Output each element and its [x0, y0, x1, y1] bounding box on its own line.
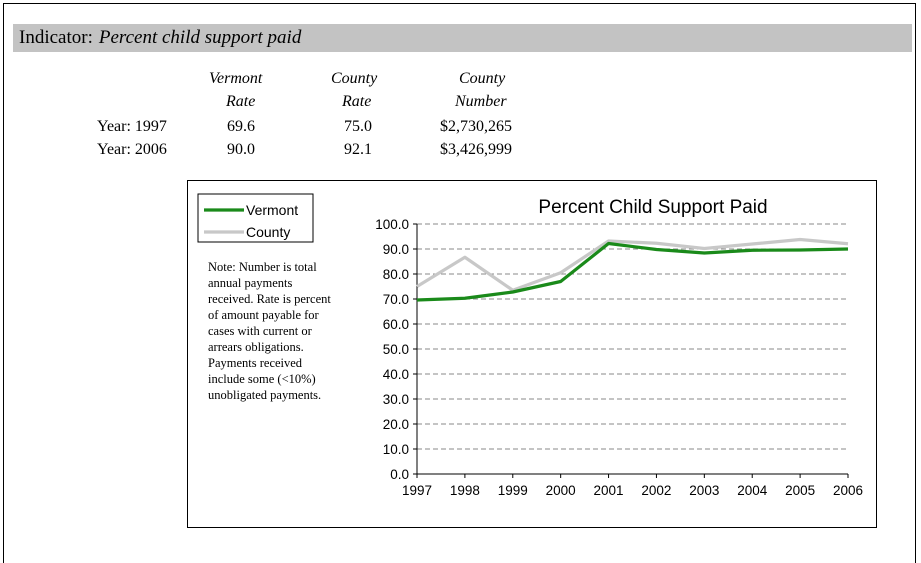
header-county-number-line2: Number	[455, 93, 507, 110]
y-tick-label: 40.0	[383, 367, 409, 382]
note-line: arrears obligations.	[208, 340, 304, 354]
header-county-rate-line1: County	[331, 70, 378, 87]
x-tick-label: 2001	[594, 483, 624, 498]
y-tick-label: 60.0	[383, 317, 409, 332]
note-line: received. Rate is percent	[208, 292, 331, 306]
y-tick-label: 0.0	[390, 467, 409, 482]
y-tick-label: 10.0	[383, 442, 409, 457]
row-1997-county-number: $2,730,265	[440, 118, 512, 135]
indicator-value: Percent child support paid	[98, 27, 302, 48]
chart-svg: Percent Child Support Paid 0.0 10.0 20.0 30.…	[197, 193, 863, 498]
x-tick-label: 2003	[689, 483, 719, 498]
note-line: annual payments	[208, 276, 293, 290]
chart-container: Percent Child Support Paid 0.0 10.0 20.0 30.…	[187, 180, 877, 528]
y-tick-label: 80.0	[383, 267, 409, 282]
row-2006-label: Year: 2006	[97, 141, 167, 158]
legend-label-vermont: Vermont	[246, 202, 298, 218]
legend-label-county: County	[246, 224, 290, 240]
y-tick-label: 20.0	[383, 417, 409, 432]
row-1997-label: Year: 1997	[97, 118, 167, 135]
y-tick-label: 50.0	[383, 342, 409, 357]
x-tick-label: 1997	[402, 483, 432, 498]
series-line-vermont	[416, 241, 849, 302]
note-line: include some (<10%)	[208, 372, 316, 386]
x-tick-label: 1999	[498, 483, 528, 498]
x-tick-label: 2006	[833, 483, 863, 498]
indicator-label: Indicator:	[19, 27, 93, 48]
page-border	[3, 3, 916, 563]
row-1997-vermont-rate: 69.6	[227, 118, 255, 135]
legend-box	[197, 193, 314, 243]
series-line-county	[416, 237, 849, 292]
note-line: Note: Number is total	[208, 260, 317, 274]
note-line: of amount payable for	[208, 308, 319, 322]
y-tick-label: 70.0	[383, 292, 409, 307]
y-tick-label: 30.0	[383, 392, 409, 407]
row-2006-county-number: $3,426,999	[440, 141, 512, 158]
header-county-number-line1: County	[459, 70, 506, 87]
x-tick-label: 1998	[450, 483, 480, 498]
note-line: Payments received	[208, 356, 303, 370]
header-vermont-rate-line1: Vermont	[209, 70, 263, 87]
row-2006-county-rate: 92.1	[344, 141, 372, 158]
row-2006-vermont-rate: 90.0	[227, 141, 255, 158]
note-line: unobligated payments.	[208, 388, 322, 402]
chart-title: Percent Child Support Paid	[538, 197, 767, 218]
note-line: cases with current or	[208, 324, 312, 338]
header-county-rate-line2: Rate	[342, 93, 372, 110]
x-tick-label: 2000	[546, 483, 576, 498]
chart-note: Note: Number is total annual payments re…	[208, 259, 378, 403]
y-tick-label: 100.0	[375, 217, 409, 232]
x-tick-label: 2005	[785, 483, 815, 498]
x-tick-label: 2004	[737, 483, 768, 498]
indicator-bar: Indicator: Percent child support paid	[13, 24, 912, 52]
header-vermont-rate-line2: Rate	[226, 93, 256, 110]
y-tick-label: 90.0	[383, 242, 409, 257]
row-1997-county-rate: 75.0	[344, 118, 372, 135]
x-tick-label: 2002	[641, 483, 671, 498]
